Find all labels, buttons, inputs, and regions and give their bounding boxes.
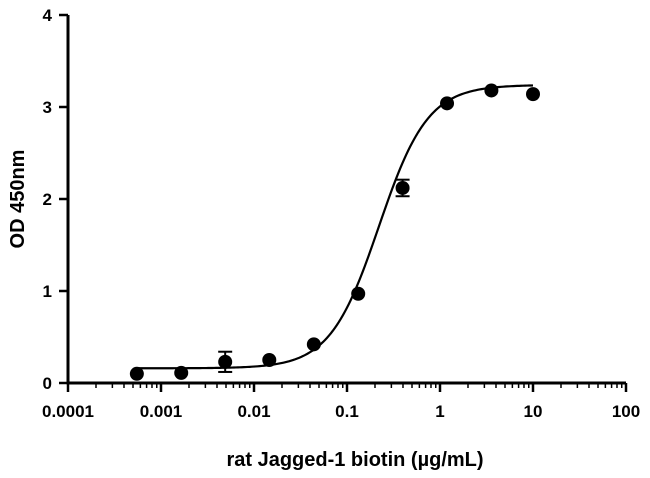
y-tick-label: 0 — [43, 374, 52, 393]
x-tick-label: 0.1 — [335, 402, 359, 421]
x-tick-label: 10 — [524, 402, 543, 421]
x-axis-title: rat Jagged-1 biotin (µg/mL) — [226, 449, 483, 471]
data-point — [262, 353, 277, 367]
y-axis-title: OD 450nm — [7, 150, 29, 249]
y-axis: 0 1 2 3 4 — [43, 6, 70, 393]
y-tick-label: 3 — [43, 98, 52, 117]
data-point — [129, 366, 144, 381]
data-point — [526, 87, 540, 102]
fit-curve — [136, 84, 534, 370]
data-point — [351, 286, 366, 301]
x-axis: 0.0001 0.001 0.01 0.1 1 10 100 — [42, 381, 640, 421]
y-tick-label: 4 — [43, 6, 53, 25]
x-tick-label: 0.001 — [140, 402, 183, 421]
data-point — [218, 354, 233, 369]
x-tick-label: 100 — [612, 402, 640, 421]
data-point — [440, 96, 455, 111]
data-point — [484, 83, 499, 98]
x-tick-label: 1 — [435, 402, 444, 421]
x-tick-label: 0.01 — [237, 402, 270, 421]
data-point — [174, 365, 189, 380]
y-tick-label: 1 — [43, 282, 52, 301]
data-points — [129, 83, 540, 381]
x-tick-label: 0.0001 — [42, 402, 94, 421]
y-tick-label: 2 — [43, 190, 52, 209]
data-point — [306, 337, 321, 352]
data-point — [395, 180, 410, 195]
